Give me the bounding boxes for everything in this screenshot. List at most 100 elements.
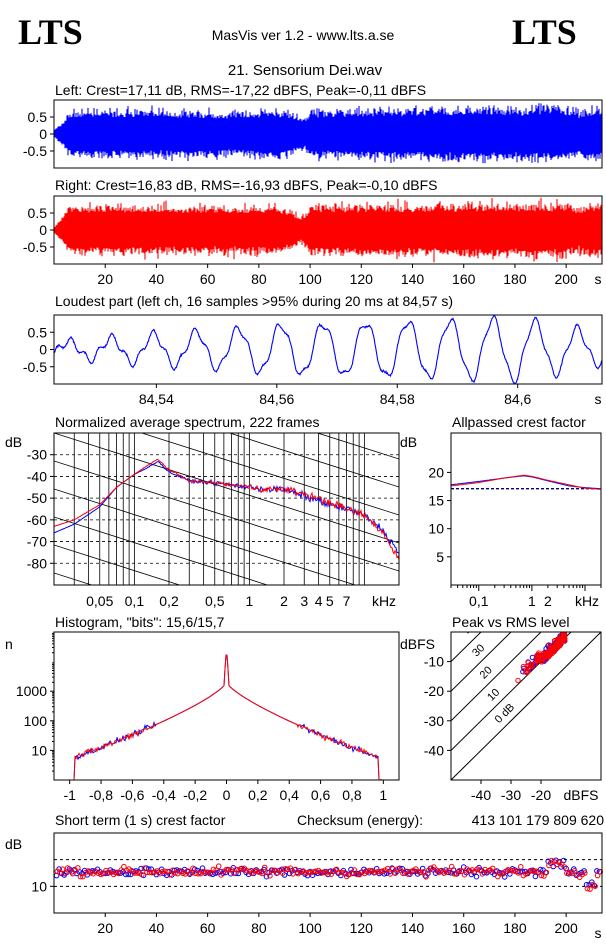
peak-rms-point [544,653,550,660]
short-term-point [336,869,342,876]
peak-rms-point [539,656,545,662]
peak-rms-point [536,657,542,663]
loudest-part-x-unit: s [595,391,602,407]
allpass-crest-title: Allpassed crest factor [452,414,586,430]
right-waveform-plot: 0.50-0.5 20 40 60 80 100 120 140 160 180 200 s [23,195,603,287]
spectrum-x-unit: kHz [372,593,396,609]
short-term-point [238,865,245,872]
short-term-frame [53,832,603,914]
short-term-point [203,869,209,876]
loudest-part-frame [53,314,603,385]
histogram-xtick-label: -0,8 [89,787,113,803]
short-term-point [466,868,473,874]
short-term-point [251,868,258,874]
short-term-point [492,868,499,875]
short-term-point [338,869,345,876]
spectrum-series [54,461,399,554]
spectrum-slope-line [54,460,399,572]
track-title: 21. Sensorium Dei.wav [228,62,383,79]
peak-rms-diagonal-label: 30 [470,642,487,659]
short-term-point [105,869,112,876]
peak-rms-point [515,677,521,684]
peak-rms-ytick-label: -10 [424,654,444,670]
short-term-point [451,871,458,877]
spectrum-slope-line [54,237,399,347]
histogram-xtick-label: -0,6 [120,787,144,803]
short-term-point [259,870,266,877]
loudest-part-xtick-label: 84,58 [380,391,415,407]
peak-rms-point [554,644,560,650]
short-term-point [532,873,539,880]
peak-rms-point [560,632,566,636]
peak-rms-point [549,648,555,654]
short-term-point [459,868,465,875]
waveform-series [53,103,603,164]
spectrum-xtick-label: 3 [300,593,308,609]
short-term-point [77,873,84,880]
short-term-point [131,870,137,876]
peak-rms-point [546,652,553,659]
short-term-point [151,869,158,875]
short-term-point [420,869,427,875]
loudest-part-xtick-label: 84,54 [139,391,174,407]
short-term-point [594,872,601,879]
peak-rms-point [562,635,568,641]
histogram-ytick-label: 10 [31,742,47,758]
short-term-point [162,868,168,875]
histogram-series [54,654,399,781]
short-term-point [497,871,504,877]
short-term-point [190,865,196,872]
peak-rms-diagonal [451,632,601,780]
waveform-ytick-label: 0 [39,222,47,238]
short-term-point [377,869,383,875]
short-term-point [543,869,550,876]
short-term-point [351,867,358,873]
short-term-point [428,865,435,872]
peak-rms-point [534,652,540,659]
short-term-point [510,867,516,874]
short-term-point [541,873,547,879]
waveform-xtick-label: 40 [149,271,165,287]
short-term-point [113,869,119,876]
short-term-point [538,872,545,879]
right-waveform-title: Right: Crest=16,83 dB, RMS=-16,93 dBFS, … [55,177,437,193]
spectrum-slope-line [228,433,399,488]
short-term-point [310,869,317,875]
short-term-point [59,866,66,873]
spectrum-xtick-label: 5 [326,593,334,609]
short-term-xtick-label: 20 [97,920,113,936]
allpass-ytick-label: 5 [436,549,444,565]
short-term-point [57,869,63,876]
short-term-point [87,870,94,876]
spectrum-ytick-label: -50 [27,490,47,506]
spectrum-xtick-label: 0,05 [86,593,113,609]
short-term-xtick-label: 120 [350,920,374,936]
waveform-ytick-label: 0 [39,126,47,142]
short-term-point [200,868,207,875]
histogram-xtick-label: 1 [379,787,387,803]
short-term-xtick-label: 60 [200,920,216,936]
short-term-point [528,867,534,874]
short-term-point [254,868,260,875]
waveform-x-unit: s [595,271,602,287]
waveform-ytick-label: -0.5 [23,143,47,159]
short-term-point [195,870,201,877]
spectrum-title: Normalized average spectrum, 222 frames [55,414,320,430]
short-term-point [233,870,239,877]
short-term-point [285,866,291,873]
spectrum-xtick-label: 0,1 [125,593,145,609]
allpass-x-unit: kHz [575,593,599,609]
short-term-point [287,865,294,872]
short-term-point [98,871,104,878]
histogram-xtick-label: -0,4 [152,787,176,803]
histogram-xtick-label: 0,2 [248,787,268,803]
short-term-point [199,865,206,872]
short-term-point [180,870,186,877]
allpass-ytick-label: 20 [428,464,444,480]
short-term-point [282,866,289,872]
spectrum-xtick-label: 0,5 [205,593,225,609]
left-waveform-title: Left: Crest=17,11 dB, RMS=-17,22 dBFS, P… [55,82,426,98]
short-term-point [308,869,314,876]
short-term-point [366,867,373,874]
